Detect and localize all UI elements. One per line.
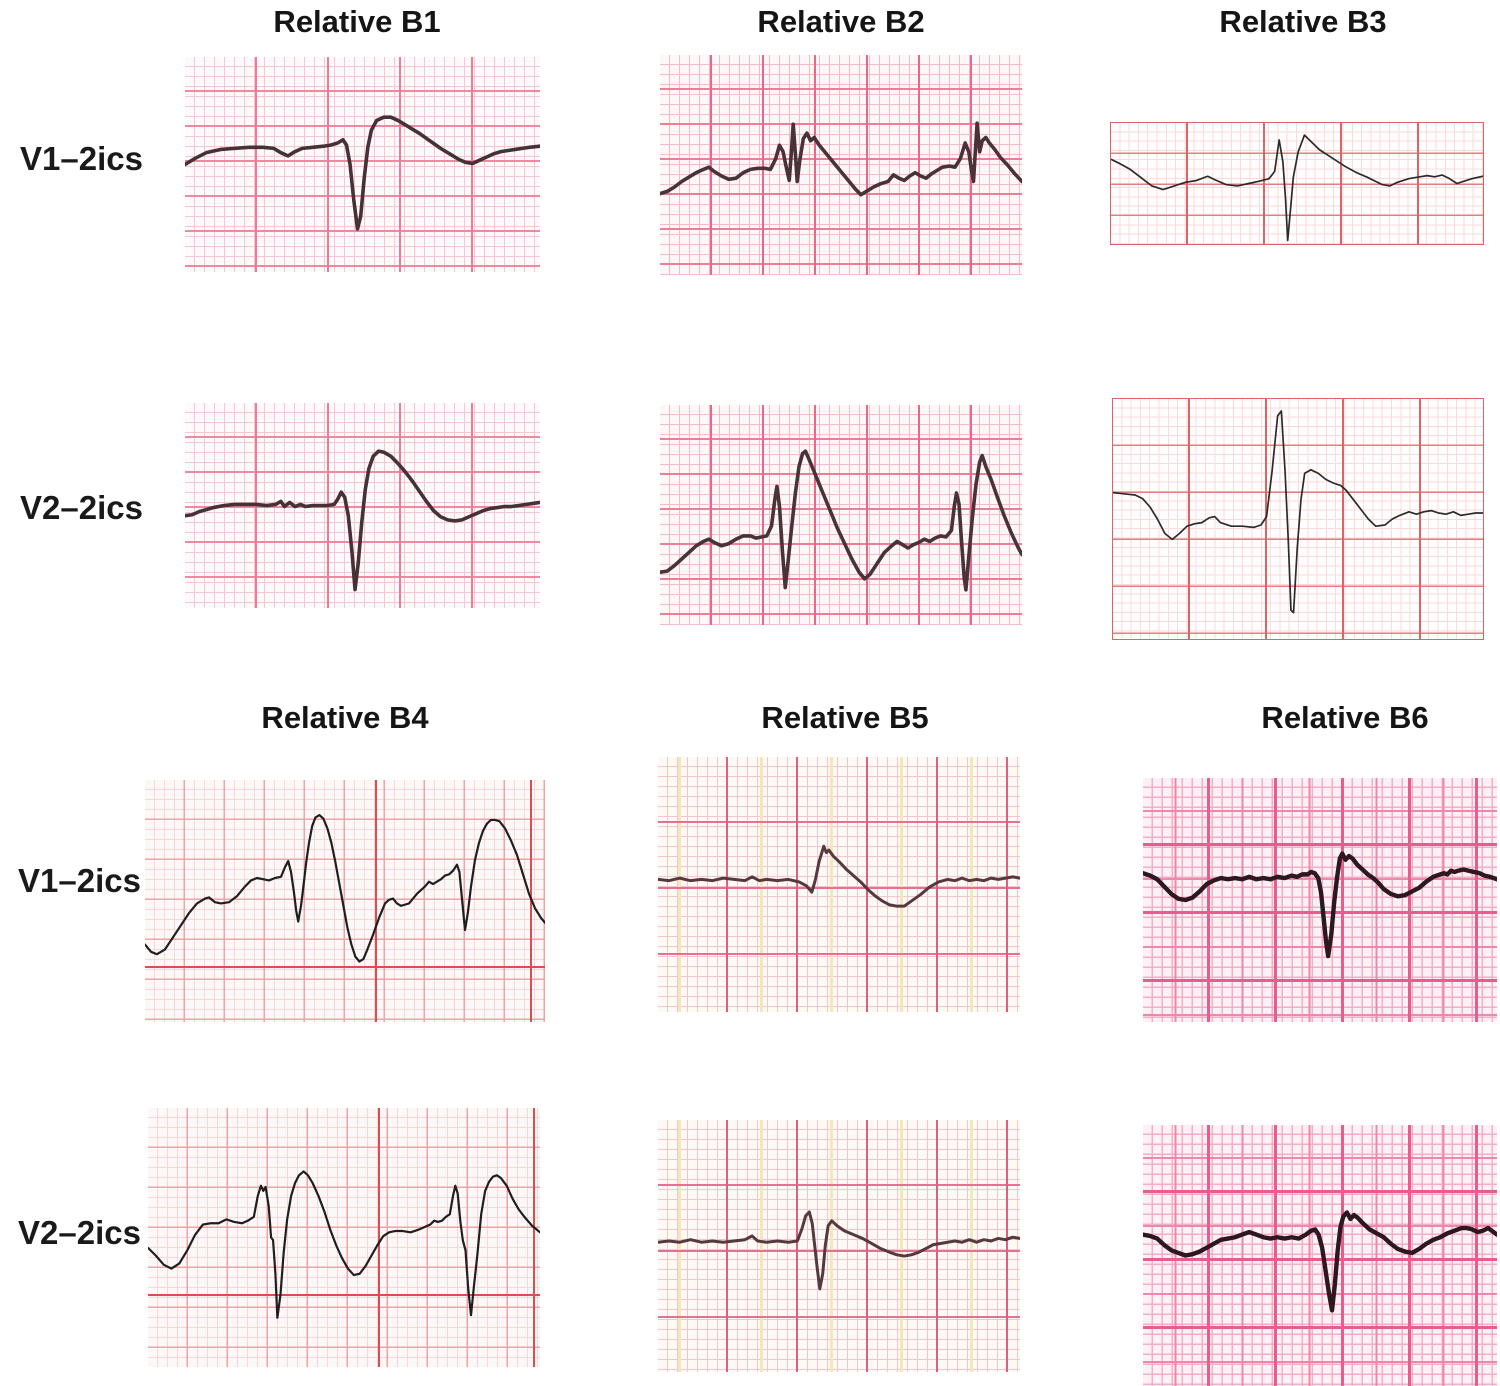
ecg-trace-b5-v2 bbox=[658, 1212, 1020, 1289]
ecg-strip-b6-v1 bbox=[1143, 778, 1497, 1022]
ecg-strip-b3-v2 bbox=[1112, 398, 1484, 640]
ecg-trace-b4-v1 bbox=[145, 815, 545, 961]
ecg-trace-b6-v1 bbox=[1143, 854, 1497, 956]
ecg-trace-b3-v2 bbox=[1113, 411, 1483, 613]
row-label-v2-2ics-bottom: V2–2ics bbox=[18, 1214, 141, 1251]
row-label-v1-2ics-top: V1–2ics bbox=[20, 140, 143, 177]
column-title-relative-b5: Relative B5 bbox=[761, 700, 929, 735]
ecg-trace-b1-v1 bbox=[185, 117, 540, 229]
ecg-strip-b2-v2 bbox=[660, 405, 1022, 625]
ecg-strip-b1-v1 bbox=[185, 57, 540, 272]
ecg-trace-b6-v2 bbox=[1143, 1212, 1497, 1310]
ecg-strip-b6-v2 bbox=[1143, 1125, 1497, 1386]
ecg-strip-b5-v2 bbox=[658, 1120, 1020, 1372]
row-label-v2-2ics-top: V2–2ics bbox=[20, 489, 143, 526]
ecg-strip-b4-v2 bbox=[148, 1108, 540, 1367]
ecg-trace-b2-v2 bbox=[660, 451, 1022, 590]
ecg-strip-b1-v2 bbox=[185, 403, 540, 608]
ecg-trace-b2-v1 bbox=[660, 123, 1022, 195]
ecg-trace-b3-v1 bbox=[1111, 135, 1483, 240]
column-title-relative-b3: Relative B3 bbox=[1219, 4, 1387, 39]
ecg-trace-b5-v1 bbox=[658, 846, 1020, 906]
row-label-v1-2ics-bottom: V1–2ics bbox=[18, 862, 141, 899]
ecg-strip-b2-v1 bbox=[660, 55, 1022, 275]
ecg-trace-b1-v2 bbox=[185, 451, 540, 589]
column-title-relative-b1: Relative B1 bbox=[273, 4, 441, 39]
column-title-relative-b2: Relative B2 bbox=[757, 4, 925, 39]
ecg-trace-b4-v2 bbox=[148, 1171, 540, 1317]
column-title-relative-b4: Relative B4 bbox=[261, 700, 429, 735]
column-title-relative-b6: Relative B6 bbox=[1261, 700, 1429, 735]
ecg-strip-b4-v1 bbox=[145, 780, 545, 1022]
ecg-strip-b5-v1 bbox=[658, 757, 1020, 1012]
ecg-strip-b3-v1 bbox=[1110, 122, 1484, 245]
